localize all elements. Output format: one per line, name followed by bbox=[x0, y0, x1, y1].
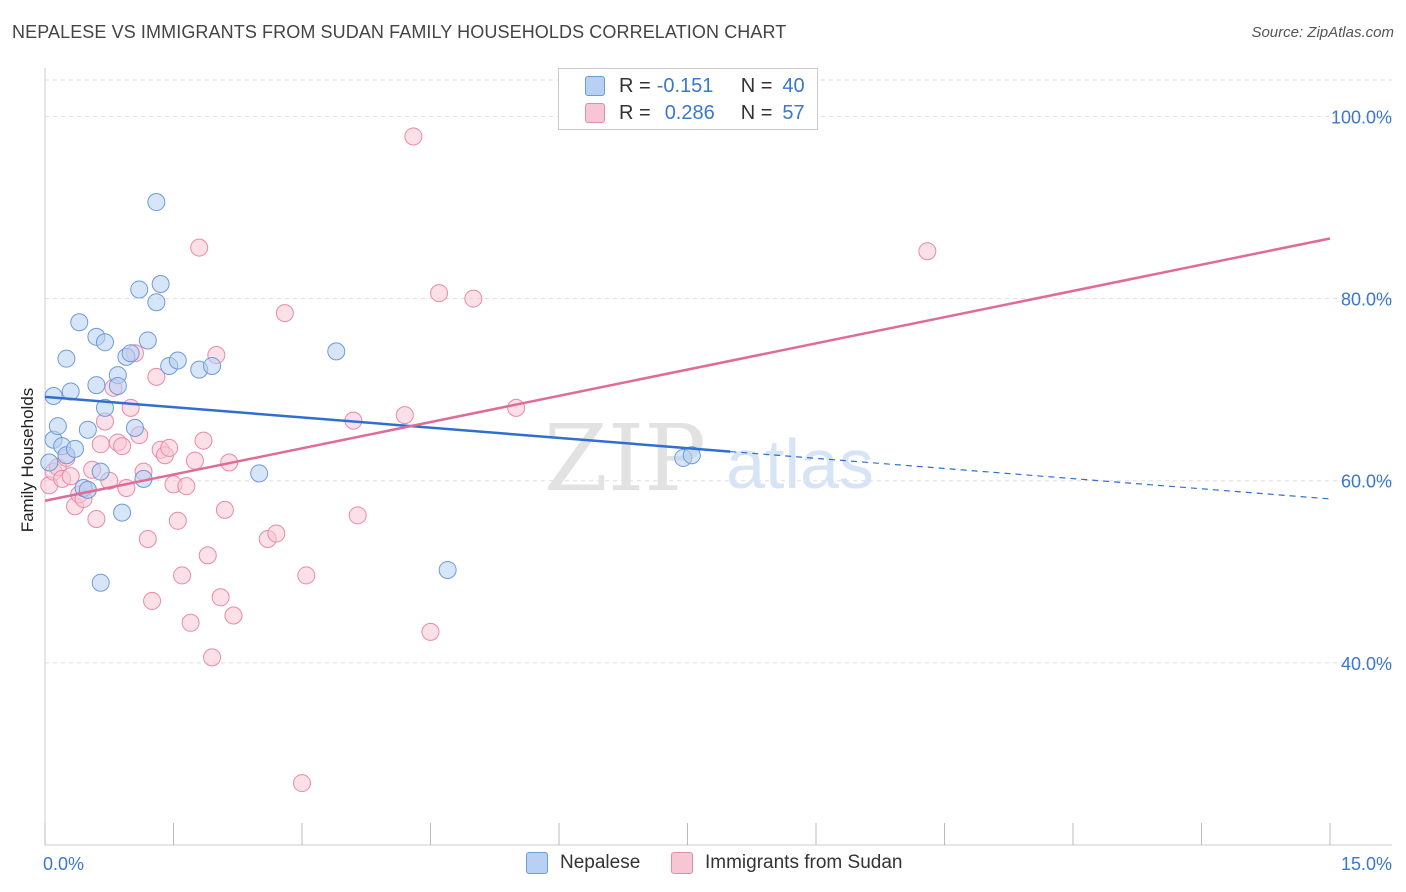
x-tick-label: 15.0% bbox=[1341, 854, 1392, 874]
source-label: Source: ZipAtlas.com bbox=[1251, 24, 1394, 41]
point-nepalese bbox=[147, 193, 166, 212]
point-sudan bbox=[395, 406, 414, 425]
point-nepalese bbox=[151, 275, 170, 293]
point-sudan bbox=[198, 546, 217, 565]
point-sudan bbox=[297, 566, 316, 585]
legend-row-sudan: R = 0.286 N = 57 bbox=[585, 100, 805, 126]
point-nepalese bbox=[87, 376, 106, 395]
point-sudan bbox=[91, 435, 110, 454]
y-axis-label: Family Households bbox=[18, 387, 37, 533]
point-nepalese bbox=[121, 344, 140, 363]
legend-swatch-sudan bbox=[585, 103, 605, 123]
point-sudan bbox=[113, 437, 132, 456]
legend-n-nepalese: 40 bbox=[782, 74, 805, 97]
legend-r-label: R = bbox=[619, 101, 651, 124]
point-sudan bbox=[185, 451, 204, 470]
y-tick-label: 40.0% bbox=[1341, 654, 1392, 674]
bottom-legend-swatch-nepalese bbox=[526, 852, 548, 874]
bottom-legend-label-sudan: Immigrants from Sudan bbox=[705, 852, 903, 873]
trendline-nepalese-extension bbox=[730, 450, 1331, 500]
point-sudan bbox=[215, 500, 234, 519]
watermark-atlas: atlas bbox=[726, 425, 874, 503]
point-sudan bbox=[507, 398, 526, 417]
y-tick-label: 100.0% bbox=[1331, 107, 1392, 127]
legend-swatch-nepalese bbox=[585, 76, 605, 96]
point-sudan bbox=[293, 774, 311, 793]
point-nepalese bbox=[108, 377, 127, 395]
point-sudan bbox=[121, 398, 140, 417]
legend-r-label: R = bbox=[619, 74, 651, 97]
point-nepalese bbox=[95, 398, 114, 417]
point-nepalese bbox=[70, 313, 89, 332]
point-sudan bbox=[143, 591, 162, 610]
point-nepalese bbox=[682, 446, 701, 465]
point-sudan bbox=[181, 613, 200, 632]
point-nepalese bbox=[78, 420, 97, 439]
axes bbox=[44, 68, 1392, 846]
point-sudan bbox=[211, 588, 230, 607]
legend-n-sudan: 57 bbox=[782, 101, 805, 124]
bottom-legend-nepalese: Nepalese bbox=[526, 852, 640, 874]
point-sudan bbox=[87, 509, 106, 528]
point-sudan bbox=[194, 431, 213, 450]
bottom-legend-sudan: Immigrants from Sudan bbox=[671, 852, 902, 874]
point-sudan bbox=[190, 238, 209, 257]
point-sudan bbox=[224, 606, 243, 625]
point-sudan bbox=[138, 530, 157, 548]
point-nepalese bbox=[125, 418, 144, 437]
point-nepalese bbox=[44, 387, 63, 406]
point-sudan bbox=[421, 622, 440, 641]
point-sudan bbox=[177, 477, 196, 496]
chart-title: NEPALESE VS IMMIGRANTS FROM SUDAN FAMILY… bbox=[12, 22, 787, 42]
point-nepalese bbox=[95, 333, 114, 352]
point-sudan bbox=[168, 511, 187, 530]
point-nepalese bbox=[40, 453, 59, 472]
point-nepalese bbox=[168, 351, 187, 370]
point-sudan bbox=[160, 438, 179, 457]
grid bbox=[45, 79, 1392, 664]
bottom-legend-label-nepalese: Nepalese bbox=[560, 852, 641, 873]
x-tick-label: 0.0% bbox=[43, 854, 84, 874]
bottom-legend-swatch-sudan bbox=[671, 852, 693, 874]
legend-row-nepalese: R = -0.151 N = 40 bbox=[585, 73, 805, 99]
point-nepalese bbox=[130, 280, 149, 299]
points-nepalese bbox=[40, 193, 701, 592]
point-sudan bbox=[61, 467, 80, 486]
point-sudan bbox=[918, 242, 937, 261]
point-sudan bbox=[173, 566, 192, 585]
y-tick-label: 80.0% bbox=[1341, 290, 1392, 310]
watermark: ZIP atlas bbox=[544, 405, 874, 512]
point-sudan bbox=[267, 524, 286, 543]
point-sudan bbox=[348, 506, 367, 525]
y-tick-label: 60.0% bbox=[1341, 472, 1392, 492]
stats-legend: R = -0.151 N = 40 R = 0.286 N = 57 bbox=[558, 68, 818, 130]
point-nepalese bbox=[113, 503, 132, 522]
point-nepalese bbox=[327, 342, 346, 361]
point-sudan bbox=[275, 304, 294, 323]
point-nepalese bbox=[57, 349, 76, 368]
trendline-nepalese bbox=[44, 395, 731, 453]
tick-labels: 40.0% 60.0% 80.0% 100.0% 0.0% 15.0% bbox=[43, 107, 1392, 874]
point-sudan bbox=[404, 127, 423, 146]
point-nepalese bbox=[65, 439, 84, 458]
point-nepalese bbox=[438, 560, 457, 579]
point-nepalese bbox=[48, 417, 67, 436]
trendlines bbox=[44, 237, 1331, 502]
point-nepalese bbox=[91, 573, 110, 592]
point-nepalese bbox=[250, 464, 269, 483]
point-nepalese bbox=[91, 462, 110, 481]
point-nepalese bbox=[147, 293, 166, 312]
legend-r-sudan: 0.286 bbox=[664, 101, 715, 124]
point-sudan bbox=[147, 367, 166, 386]
legend-n-label: N = bbox=[740, 74, 773, 97]
legend-r-nepalese: -0.151 bbox=[656, 74, 714, 97]
point-sudan bbox=[203, 648, 222, 667]
point-sudan bbox=[430, 284, 449, 303]
point-nepalese bbox=[203, 356, 222, 375]
point-nepalese bbox=[138, 331, 157, 350]
legend-n-label: N = bbox=[740, 101, 773, 124]
point-sudan bbox=[464, 289, 483, 308]
trendline-sudan bbox=[44, 237, 1331, 502]
